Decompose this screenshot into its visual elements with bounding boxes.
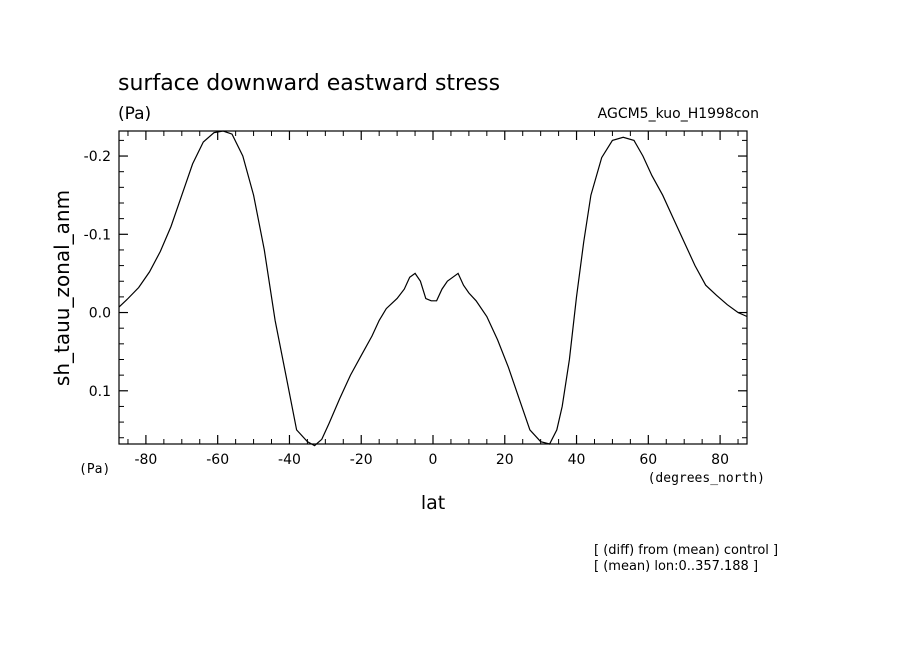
- plot-area: -80 -60 -40 -20 0 20 40 60 80 -0.2 -0.1 0.0 0.1: [84, 130, 748, 468]
- x-tick-label: -40: [278, 452, 301, 468]
- units-label-top: (Pa): [118, 104, 151, 124]
- x-tick-label: 20: [496, 452, 514, 468]
- x-tick-label: -60: [206, 452, 229, 468]
- x-tick-label: -80: [134, 452, 157, 468]
- y-tick-label: 0.1: [89, 384, 111, 400]
- x-tick-label: -20: [350, 452, 373, 468]
- x-tick-label: 40: [568, 452, 586, 468]
- note-mean: [ (mean) lon:0..357.188 ]: [594, 559, 758, 574]
- y-tick-label: 0.0: [89, 306, 111, 322]
- x-tick-label: 80: [711, 452, 729, 468]
- y-units-label-bottom: (Pa): [79, 462, 110, 477]
- y-tick-label: -0.2: [84, 149, 111, 165]
- x-tick-label: 0: [429, 452, 438, 468]
- x-units-label: (degrees_north): [648, 471, 765, 486]
- note-diff: [ (diff) from (mean) control ]: [594, 543, 778, 558]
- x-tick-label: 60: [639, 452, 657, 468]
- series-line: [118, 130, 748, 447]
- y-axis: -0.2 -0.1 0.0 0.1: [84, 139, 747, 439]
- chart-title: surface downward eastward stress: [118, 71, 500, 96]
- x-axis: -80 -60 -40 -20 0 20 40 60 80: [127, 131, 739, 468]
- run-label: AGCM5_kuo_H1998con: [598, 106, 759, 122]
- y-axis-title: sh_tauu_zonal_anm: [50, 190, 74, 386]
- y-tick-label: -0.1: [84, 227, 111, 243]
- x-axis-title: lat: [421, 492, 445, 514]
